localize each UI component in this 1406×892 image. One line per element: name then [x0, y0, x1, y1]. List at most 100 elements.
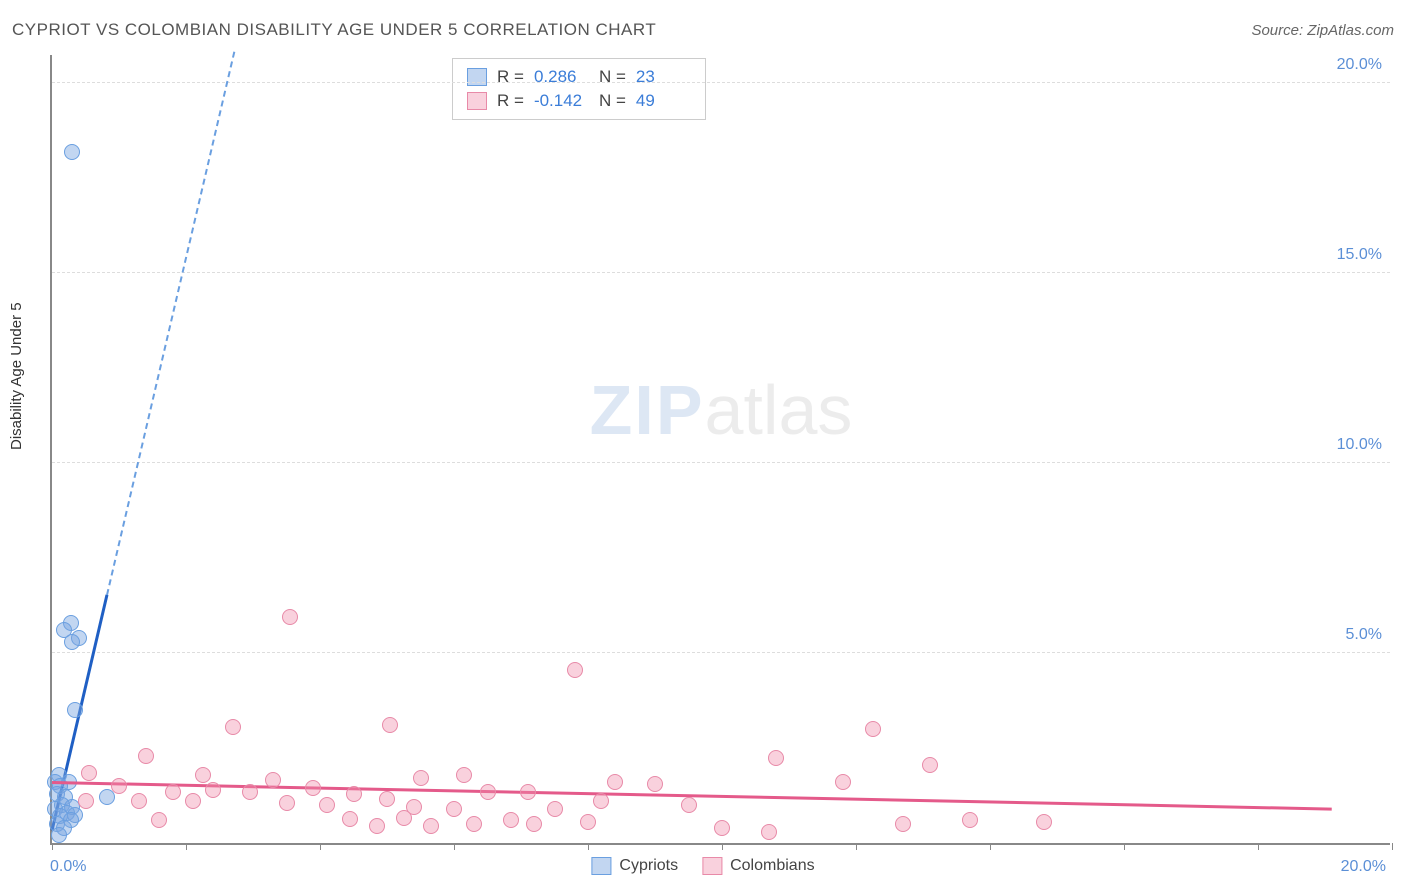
data-point — [64, 144, 80, 160]
data-point — [446, 801, 462, 817]
data-point — [242, 784, 258, 800]
x-tick — [856, 843, 857, 850]
data-point — [503, 812, 519, 828]
data-point — [346, 786, 362, 802]
x-axis-max-label: 20.0% — [1341, 858, 1386, 876]
legend-swatch — [467, 92, 487, 110]
trend-line-extrapolated — [106, 52, 235, 596]
data-point — [51, 827, 67, 843]
watermark: ZIPatlas — [590, 370, 853, 450]
data-point — [131, 793, 147, 809]
data-point — [922, 757, 938, 773]
data-point — [466, 816, 482, 832]
data-point — [962, 812, 978, 828]
x-tick — [320, 843, 321, 850]
data-point — [480, 784, 496, 800]
stat-r-value: -0.142 — [534, 91, 589, 111]
data-point — [369, 818, 385, 834]
legend-label: Colombians — [730, 857, 814, 875]
stats-row: R = -0.142 N = 49 — [467, 89, 691, 113]
data-point — [761, 824, 777, 840]
data-point — [138, 748, 154, 764]
gridline — [52, 652, 1390, 653]
data-point — [305, 780, 321, 796]
data-point — [520, 784, 536, 800]
gridline — [52, 272, 1390, 273]
legend-swatch — [591, 857, 611, 875]
data-point — [265, 772, 281, 788]
data-point — [456, 767, 472, 783]
data-point — [895, 816, 911, 832]
data-point — [165, 784, 181, 800]
gridline — [52, 82, 1390, 83]
data-point — [382, 717, 398, 733]
data-point — [67, 702, 83, 718]
x-tick — [588, 843, 589, 850]
legend-swatch — [702, 857, 722, 875]
data-point — [526, 816, 542, 832]
stat-r-label: R = — [497, 67, 524, 87]
stats-legend: R = 0.286 N = 23 R = -0.142 N = 49 — [452, 58, 706, 120]
data-point — [681, 797, 697, 813]
y-tick-label: 10.0% — [1337, 436, 1382, 454]
x-tick — [52, 843, 53, 850]
data-point — [78, 793, 94, 809]
data-point — [865, 721, 881, 737]
data-point — [342, 811, 358, 827]
data-point — [835, 774, 851, 790]
stat-n-value: 49 — [636, 91, 691, 111]
x-tick — [186, 843, 187, 850]
x-axis-min-label: 0.0% — [50, 858, 86, 876]
data-point — [413, 770, 429, 786]
data-point — [714, 820, 730, 836]
x-tick — [722, 843, 723, 850]
data-point — [547, 801, 563, 817]
stat-n-label: N = — [599, 67, 626, 87]
data-point — [379, 791, 395, 807]
x-tick — [454, 843, 455, 850]
data-point — [423, 818, 439, 834]
data-point — [593, 793, 609, 809]
source-attribution: Source: ZipAtlas.com — [1251, 22, 1394, 39]
watermark-zip: ZIP — [590, 371, 705, 449]
data-point — [647, 776, 663, 792]
legend-item: Cypriots — [591, 857, 678, 875]
gridline — [52, 462, 1390, 463]
legend-label: Cypriots — [619, 857, 678, 875]
y-tick-label: 15.0% — [1337, 246, 1382, 264]
y-tick-label: 5.0% — [1346, 626, 1382, 644]
x-tick — [1392, 843, 1393, 850]
data-point — [282, 609, 298, 625]
y-axis-title: Disability Age Under 5 — [8, 302, 25, 450]
stat-r-label: R = — [497, 91, 524, 111]
scatter-plot: ZIPatlas R = 0.286 N = 23 R = -0.142 N = 49 5.0… — [50, 55, 1390, 845]
data-point — [151, 812, 167, 828]
x-tick — [1258, 843, 1259, 850]
data-point — [205, 782, 221, 798]
chart-header: CYPRIOT VS COLOMBIAN DISABILITY AGE UNDE… — [12, 20, 1394, 40]
data-point — [111, 778, 127, 794]
data-point — [396, 810, 412, 826]
stat-n-label: N = — [599, 91, 626, 111]
stats-row: R = 0.286 N = 23 — [467, 65, 691, 89]
legend-item: Colombians — [702, 857, 814, 875]
data-point — [319, 797, 335, 813]
data-point — [567, 662, 583, 678]
series-legend: Cypriots Colombians — [591, 857, 814, 875]
data-point — [195, 767, 211, 783]
x-tick — [990, 843, 991, 850]
watermark-atlas: atlas — [705, 371, 853, 449]
data-point — [607, 774, 623, 790]
y-tick-label: 20.0% — [1337, 56, 1382, 74]
data-point — [768, 750, 784, 766]
data-point — [279, 795, 295, 811]
data-point — [64, 634, 80, 650]
data-point — [580, 814, 596, 830]
data-point — [81, 765, 97, 781]
stat-n-value: 23 — [636, 67, 691, 87]
data-point — [1036, 814, 1052, 830]
data-point — [225, 719, 241, 735]
stat-r-value: 0.286 — [534, 67, 589, 87]
x-tick — [1124, 843, 1125, 850]
chart-title: CYPRIOT VS COLOMBIAN DISABILITY AGE UNDE… — [12, 20, 656, 40]
